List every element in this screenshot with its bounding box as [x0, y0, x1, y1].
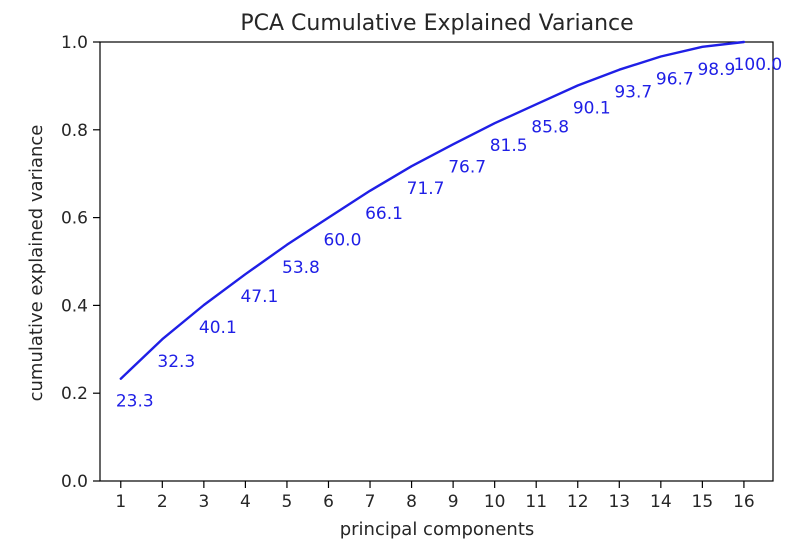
x-tick-label: 11: [525, 492, 547, 512]
data-label: 23.3: [116, 392, 154, 412]
data-label: 47.1: [240, 287, 278, 307]
data-label: 66.1: [365, 204, 403, 224]
data-label: 93.7: [614, 83, 652, 103]
data-label: 76.7: [448, 157, 486, 177]
data-label: 53.8: [282, 258, 320, 278]
x-tick-label: 4: [240, 492, 251, 512]
x-tick-label: 10: [484, 492, 506, 512]
x-tick-label: 6: [323, 492, 334, 512]
data-label: 98.9: [697, 60, 735, 80]
y-tick-label: 0.8: [61, 121, 88, 141]
data-label: 85.8: [531, 117, 569, 137]
data-label: 96.7: [656, 69, 694, 89]
chart-title: PCA Cumulative Explained Variance: [240, 11, 633, 36]
data-label: 100.0: [734, 55, 783, 75]
x-tick-label: 15: [692, 492, 714, 512]
data-label: 90.1: [573, 98, 611, 118]
y-tick-label: 0.0: [61, 472, 88, 492]
x-tick-label: 14: [650, 492, 672, 512]
data-label: 71.7: [407, 179, 445, 199]
x-tick-label: 3: [198, 492, 209, 512]
x-tick-label: 5: [282, 492, 293, 512]
x-tick-label: 12: [567, 492, 589, 512]
x-tick-label: 2: [157, 492, 168, 512]
x-tick-label: 1: [115, 492, 126, 512]
x-tick-label: 7: [365, 492, 376, 512]
axes-frame: [99, 41, 774, 482]
data-label: 32.3: [157, 352, 195, 372]
x-tick-label: 13: [608, 492, 630, 512]
y-tick-label: 0.6: [61, 209, 88, 229]
series-line: [119, 40, 746, 380]
x-tick-label: 16: [733, 492, 755, 512]
y-axis-title: cumulative explained variance: [26, 125, 47, 402]
data-label: 81.5: [490, 136, 528, 156]
x-tick-label: 9: [448, 492, 459, 512]
y-tick-label: 0.4: [61, 296, 88, 316]
y-tick-label: 1.0: [61, 33, 88, 53]
data-label: 40.1: [199, 318, 237, 338]
plot-area: 1 2 3 4 5 6 7 8 9 10 11 12 13 14 15 160.00.20.40.60.81.…: [61, 33, 782, 512]
data-label: 60.0: [324, 231, 362, 251]
x-tick-label: 8: [406, 492, 417, 512]
x-axis-title: principal components: [340, 519, 535, 540]
y-tick-label: 0.2: [61, 384, 88, 404]
